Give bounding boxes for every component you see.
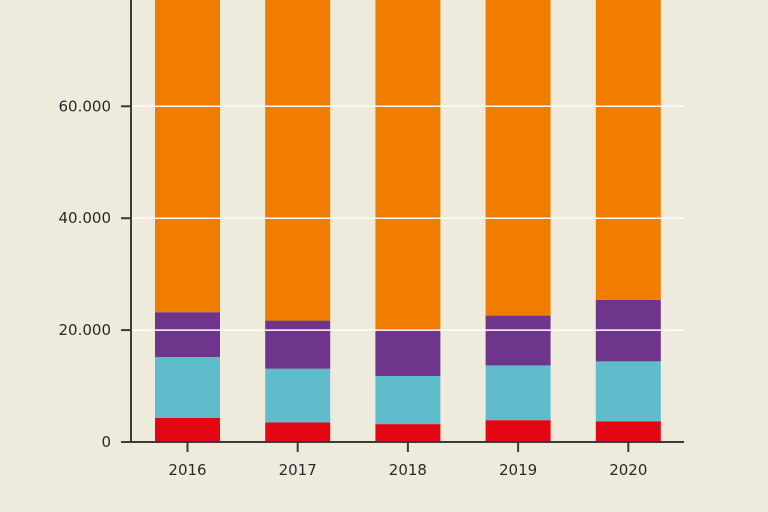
bar-segment-2018-series-1	[375, 424, 441, 442]
x-ticks-layer: 2016 2017 2018 2019 2020	[168, 442, 647, 479]
gridlines-layer	[131, 105, 684, 331]
bar-segment-2019-series-4	[485, 0, 551, 316]
bar-segment-2018-series-3	[375, 330, 441, 376]
bar-segment-2020-series-2	[595, 361, 661, 422]
axes-layer	[121, 0, 684, 443]
bar-segment-2020-series-4	[595, 0, 661, 300]
bar-segment-2016-series-1	[155, 417, 220, 442]
y-tick-label: 60.000	[59, 97, 112, 115]
bar-segment-2016-series-2	[155, 357, 220, 418]
bar-segment-2016-series-4	[155, 0, 220, 313]
bar-segment-2017-series-4	[265, 0, 331, 321]
bars-layer	[155, 0, 661, 442]
x-tick-label-2020: 2020	[609, 461, 647, 479]
y-tick-label: 0	[101, 433, 111, 451]
x-tick-label-2019: 2019	[499, 461, 537, 479]
bar-segment-2019-series-1	[485, 420, 551, 442]
x-tick-label-2017: 2017	[279, 461, 317, 479]
y-tick-label: 40.000	[59, 209, 112, 227]
bar-segment-2019-series-2	[485, 365, 551, 421]
bar-segment-2017-series-1	[265, 422, 331, 442]
x-tick-label-2016: 2016	[168, 461, 206, 479]
y-ticks-layer: 0 20.000 40.000 60.000	[59, 97, 131, 451]
bar-segment-2017-series-2	[265, 368, 331, 423]
bar-segment-2019-series-3	[485, 315, 551, 366]
bar-segment-2018-series-2	[375, 376, 441, 425]
bar-segment-2016-series-3	[155, 312, 220, 357]
bar-segment-2018-series-4	[375, 0, 441, 331]
bar-segment-2020-series-1	[595, 421, 661, 442]
x-tick-label-2018: 2018	[389, 461, 427, 479]
y-tick-label: 20.000	[59, 321, 112, 339]
bar-segment-2017-series-3	[265, 320, 331, 369]
